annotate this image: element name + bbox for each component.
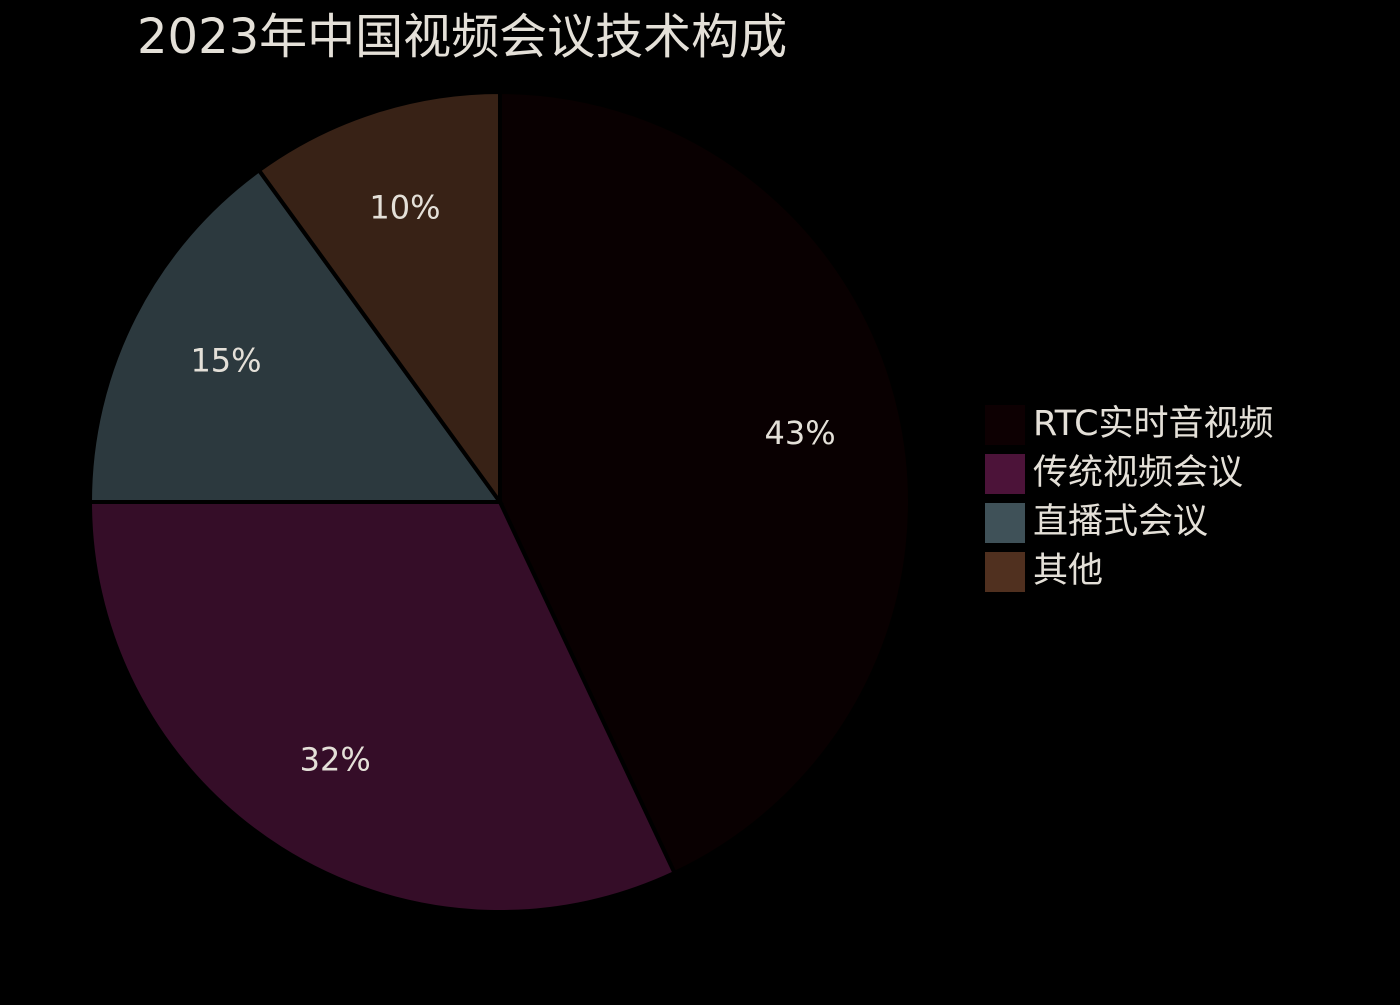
pie-slice (498, 89, 912, 876)
slice-label: 15% (190, 341, 261, 379)
legend-label: 传统视频会议 (1033, 453, 1243, 493)
slice-label: 32% (300, 741, 371, 779)
pie-slice (87, 167, 504, 504)
legend-label: RTC实时音视频 (1033, 404, 1274, 444)
legend-swatch (985, 405, 1025, 445)
chart-title: 2023年中国视频会议技术构成 (137, 9, 787, 65)
pie-slice (256, 89, 502, 509)
legend-swatch (985, 552, 1025, 592)
pie-slice (87, 500, 678, 914)
legend-swatch (985, 503, 1025, 543)
legend-label: 直播式会议 (1033, 502, 1208, 542)
legend-label: 其他 (1033, 551, 1103, 591)
slice-label: 10% (369, 189, 440, 227)
legend-swatch (985, 454, 1025, 494)
slice-label: 43% (765, 414, 836, 452)
